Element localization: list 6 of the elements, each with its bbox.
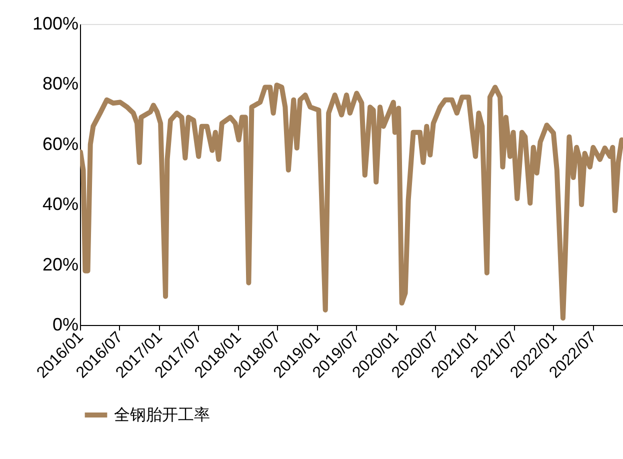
y-tick-label: 100% — [32, 14, 78, 34]
y-tick-label: 60% — [42, 134, 78, 154]
y-tick-label: 20% — [42, 254, 78, 274]
y-tick-label: 40% — [42, 194, 78, 214]
y-tick-label: 80% — [42, 74, 78, 94]
legend-label: 全钢胎开工率 — [114, 406, 210, 424]
